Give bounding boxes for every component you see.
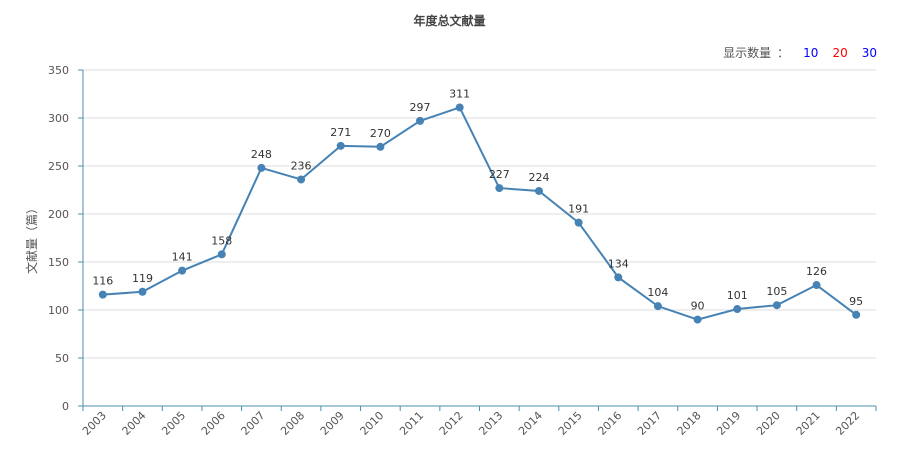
x-tick-label: 2005	[159, 409, 188, 438]
y-axis-title: 文献量（篇）	[24, 202, 39, 274]
data-point	[376, 142, 385, 151]
data-point	[852, 310, 861, 319]
x-tick-label: 2018	[675, 409, 704, 438]
data-point	[614, 273, 623, 282]
data-point	[733, 305, 742, 314]
x-tick-label: 2015	[556, 409, 585, 438]
data-label: 158	[211, 234, 232, 247]
x-tick-label: 2007	[239, 409, 268, 438]
data-point	[653, 302, 662, 311]
data-label: 311	[449, 87, 470, 100]
data-label: 105	[766, 285, 787, 298]
data-point	[336, 141, 345, 150]
y-tick-label: 200	[48, 208, 69, 221]
data-label: 119	[132, 272, 153, 285]
display-count-10[interactable]: 10	[803, 45, 819, 60]
x-tick-label: 2021	[794, 409, 823, 438]
y-tick-label: 50	[55, 352, 69, 365]
data-label: 101	[727, 289, 748, 302]
x-tick-label: 2008	[278, 409, 307, 438]
x-tick-label: 2012	[437, 409, 466, 438]
data-label: 270	[370, 127, 391, 140]
data-point	[534, 186, 543, 195]
data-label: 90	[691, 300, 705, 313]
data-point	[178, 266, 187, 275]
x-tick-label: 2013	[476, 409, 505, 438]
chart-title: 年度总文献量	[413, 14, 486, 28]
series-line	[102, 106, 857, 321]
data-point	[693, 315, 702, 324]
data-label: 191	[568, 203, 589, 216]
x-tick-label: 2011	[397, 409, 426, 438]
display-count-20[interactable]: 20	[832, 45, 848, 60]
display-count-label: 显示数量	[723, 46, 772, 60]
data-label: 126	[806, 265, 827, 278]
y-tick-label: 300	[48, 112, 69, 125]
data-label: 297	[410, 101, 431, 114]
x-tick-label: 2022	[833, 409, 862, 438]
x-tick-label: 2017	[635, 409, 664, 438]
data-point	[98, 290, 107, 299]
data-label: 227	[489, 168, 510, 181]
data-point	[138, 287, 147, 296]
data-point	[574, 218, 583, 227]
display-count-colon: ：	[777, 46, 790, 60]
data-point	[812, 281, 821, 290]
data-label: 141	[172, 251, 193, 264]
y-tick-label: 350	[48, 64, 69, 77]
x-tick-label: 2004	[120, 409, 149, 438]
data-label: 248	[251, 148, 272, 161]
data-label: 134	[608, 257, 629, 270]
y-tick-label: 150	[48, 256, 69, 269]
data-point	[217, 250, 226, 259]
data-label: 271	[330, 126, 351, 139]
y-tick-label: 0	[62, 400, 69, 413]
data-point	[495, 184, 504, 193]
display-count-30[interactable]: 30	[861, 45, 877, 60]
y-tick-label: 250	[48, 160, 69, 173]
x-tick-label: 2010	[358, 409, 387, 438]
display-count-selector: 显示数量 ： 10 20 30	[723, 44, 877, 61]
x-tick-label: 2020	[754, 409, 783, 438]
data-point	[257, 163, 266, 172]
data-point	[772, 301, 781, 310]
data-label: 224	[528, 171, 549, 184]
data-point	[455, 103, 464, 112]
x-tick-label: 2009	[318, 409, 347, 438]
data-point	[297, 175, 306, 184]
x-tick-label: 2006	[199, 409, 228, 438]
data-label: 116	[92, 275, 113, 288]
y-tick-label: 100	[48, 304, 69, 317]
data-label: 236	[291, 159, 312, 172]
x-tick-label: 2019	[714, 409, 743, 438]
x-tick-label: 2003	[80, 409, 109, 438]
data-point	[416, 116, 425, 125]
data-label: 104	[647, 286, 668, 299]
x-tick-label: 2014	[516, 409, 545, 438]
data-label: 95	[849, 295, 863, 308]
x-tick-label: 2016	[595, 409, 624, 438]
